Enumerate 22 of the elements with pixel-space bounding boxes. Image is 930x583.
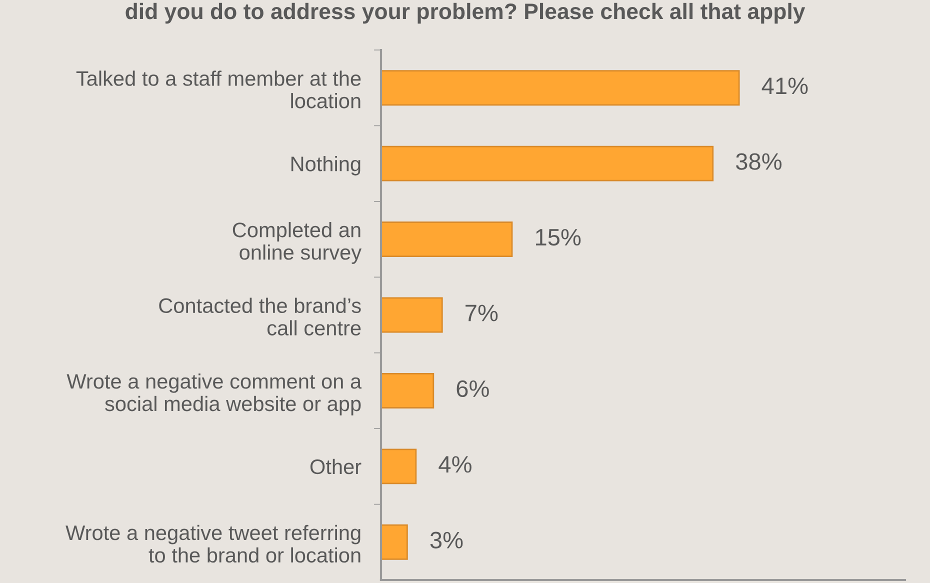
data-label: 3% xyxy=(430,532,463,548)
y-tick-label: Other xyxy=(310,458,362,474)
y-tick-label: Nothing xyxy=(291,156,360,176)
bar xyxy=(381,448,417,484)
bar xyxy=(381,70,740,106)
y-tick-label: Wrote a negative comment on a social media website or app xyxy=(66,373,362,416)
y-tick-label: Contacted the brand’s call centre xyxy=(159,298,361,336)
data-label: 41% xyxy=(762,78,808,94)
bar xyxy=(381,524,408,560)
bar xyxy=(381,372,434,408)
data-label: 4% xyxy=(438,456,472,473)
y-tick-label: Wrote a negative tweet referring to the brand or location xyxy=(66,524,360,563)
y-tick-label: Completed an online survey xyxy=(232,222,362,264)
y-tick-label: Talked to a staff member at the location xyxy=(76,70,361,108)
bar xyxy=(381,146,714,182)
bar xyxy=(381,297,443,333)
data-label: 15% xyxy=(536,229,581,246)
data-label: 6% xyxy=(456,380,489,398)
data-label: 38% xyxy=(736,153,782,170)
data-label: 7% xyxy=(466,304,498,322)
chart-title: did you do to address your problem? Please check all that apply xyxy=(126,2,806,24)
bar xyxy=(381,222,513,258)
